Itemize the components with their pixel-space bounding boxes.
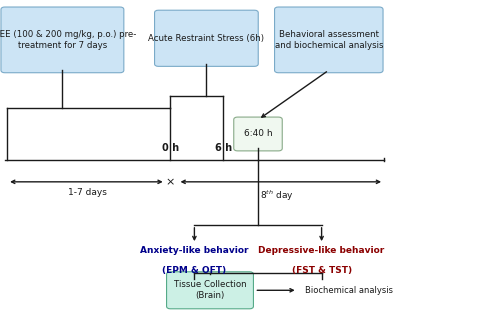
Text: (FST & TST): (FST & TST) [291,266,352,275]
Text: ×: × [166,177,175,187]
Text: 8$^{th}$ day: 8$^{th}$ day [260,188,294,203]
Text: Anxiety-like behavior: Anxiety-like behavior [140,246,249,255]
Text: Tissue Collection
(Brain): Tissue Collection (Brain) [174,280,246,300]
Text: (EPM & OFT): (EPM & OFT) [162,266,227,275]
Text: Behavioral assessment
and biochemical analysis: Behavioral assessment and biochemical an… [275,30,383,50]
Text: Acute Restraint Stress (6h): Acute Restraint Stress (6h) [148,34,264,43]
Text: Depressive-like behavior: Depressive-like behavior [258,246,385,255]
Text: 0 h: 0 h [162,143,179,153]
FancyBboxPatch shape [1,7,124,73]
FancyBboxPatch shape [234,117,282,151]
Text: BVEE (100 & 200 mg/kg, p.o.) pre-
treatment for 7 days: BVEE (100 & 200 mg/kg, p.o.) pre- treatm… [0,30,137,50]
FancyBboxPatch shape [155,10,258,66]
Text: 6:40 h: 6:40 h [244,130,272,138]
Text: 1-7 days: 1-7 days [68,188,107,197]
Text: Biochemical analysis: Biochemical analysis [305,286,393,295]
FancyBboxPatch shape [167,272,253,309]
FancyBboxPatch shape [275,7,383,73]
Text: 6 h: 6 h [215,143,232,153]
